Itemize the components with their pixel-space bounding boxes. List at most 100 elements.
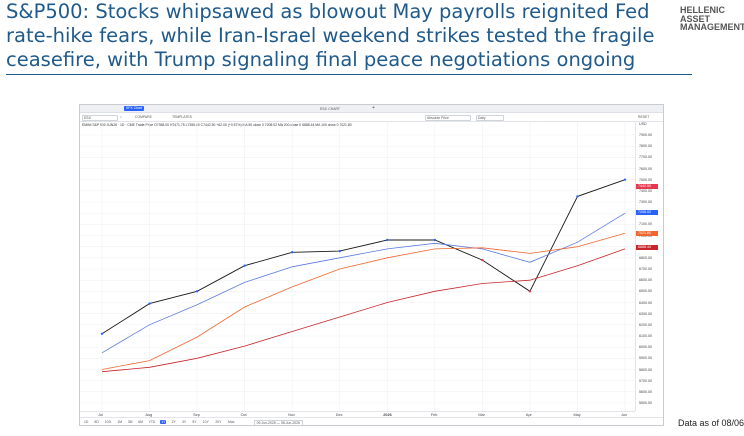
price-axis-tick: 6300.00 (639, 311, 652, 316)
price-axis-tick: 6600.00 (639, 278, 652, 283)
price-type-value: Absolute Price (427, 116, 449, 120)
currency-label: USD (639, 122, 647, 126)
interval-value: Daily (478, 116, 486, 120)
symbol-input[interactable]: ES1! (82, 115, 118, 121)
headline-rule (6, 74, 692, 75)
range-button-1d[interactable]: 1D (84, 420, 89, 424)
logo-line-2: ASSET (680, 13, 711, 24)
time-axis-tick: Feb (430, 413, 438, 417)
headline-line-3: ceasefire, with Trump signaling final pe… (6, 48, 636, 71)
price-axis-tick: 6800.00 (639, 255, 652, 260)
price-point (481, 258, 484, 262)
price-point (195, 290, 199, 293)
range-button-10y[interactable]: 10Y (202, 420, 209, 424)
range-button-10d[interactable]: 10D (104, 420, 112, 424)
price-point (433, 238, 437, 242)
series-line-ma-200-close-0 (101, 248, 626, 373)
time-axis-tick: Jun (621, 413, 628, 417)
range-button-5d[interactable]: 5D (94, 420, 99, 424)
time-axis-tick: Apr (525, 413, 532, 417)
templates-button[interactable]: TEMPLATES (172, 115, 192, 119)
logo-line-3: MANAGEMENT (680, 22, 744, 32)
time-axis-tick: Oct (240, 413, 247, 417)
tab-es1-chart[interactable]: ES1! CHART (320, 106, 340, 111)
time-axis-tick: Nov (288, 413, 295, 417)
price-point (243, 264, 246, 267)
price-axis-tick: 5600.00 (639, 389, 652, 394)
time-axis-tick: Aug (145, 413, 153, 417)
add-tab-button[interactable]: + (372, 105, 375, 111)
price-axis-tick: 7500.00 (639, 177, 652, 182)
time-axis[interactable]: Jul Aug Sep Oct Nov Dec 2026 Feb Mar Apr May Jun (80, 411, 635, 418)
price-point (386, 238, 389, 242)
price-axis-tick: 5900.00 (639, 356, 652, 361)
time-axis-tick: Sep (193, 413, 200, 417)
series-line-trade-price (101, 179, 626, 335)
price-point (148, 302, 151, 305)
price-tag: 6888.44 (636, 245, 658, 251)
tab-bar: SPX Chart ES1! CHART + (80, 105, 663, 113)
search-icon[interactable]: ⌕ (120, 115, 122, 119)
headline: S&P500: Stocks whipsawed as blowout May … (6, 0, 696, 72)
price-chart[interactable] (80, 121, 635, 411)
price-axis-tick: 7400.00 (639, 188, 652, 193)
time-axis-tick: 2026 (383, 413, 392, 417)
price-point (576, 195, 579, 198)
headline-line-2: rate-hike fears, while Iran-Israel weeke… (6, 24, 655, 47)
price-point (528, 290, 532, 293)
chart-legend: EMINI S&P 500 JUN26 · 1D · CME Trade Pri… (82, 123, 352, 127)
price-tag: 7442.50 (636, 183, 658, 189)
symbol-value: ES1! (84, 116, 92, 120)
price-axis-tick: 5500.00 (639, 401, 652, 405)
price-axis-tick: 6200.00 (639, 322, 652, 327)
time-axis-tick: May (573, 413, 581, 417)
range-button-6m[interactable]: 6M (138, 420, 143, 424)
time-axis-tick: Jul (98, 413, 103, 417)
range-button-5y[interactable]: 5Y (192, 420, 197, 424)
time-axis-tick: Dec (335, 413, 343, 417)
price-axis-tick: 7800.00 (639, 144, 652, 149)
date-range-field[interactable]: 09-Jun-2025 — 08-Jun-2026 (253, 420, 303, 425)
tab-spx-chart[interactable]: SPX Chart (124, 106, 145, 111)
price-point (290, 251, 294, 254)
compare-button[interactable]: COMPARE (135, 115, 152, 119)
range-button-3y[interactable]: 3Y (182, 420, 187, 424)
price-tag: 7021.80 (636, 230, 658, 236)
range-button-3m[interactable]: 3M (127, 420, 133, 424)
price-axis-tick: 7700.00 (639, 155, 652, 160)
price-axis-tick: 6500.00 (639, 289, 652, 294)
price-point (338, 249, 341, 253)
price-type-select[interactable]: Absolute Price (425, 115, 471, 121)
price-axis-tick: 6400.00 (639, 300, 652, 305)
price-tag: 7208.02 (636, 209, 658, 215)
price-axis-tick: 6100.00 (639, 334, 652, 338)
price-axis-tick: 7900.00 (639, 133, 652, 137)
range-button-max[interactable]: Max (228, 420, 235, 424)
range-button-1m[interactable]: 1M (117, 420, 123, 424)
range-button-1y[interactable]: 1Y (160, 420, 167, 424)
range-button-ytd[interactable]: YTD (148, 420, 156, 424)
price-axis-tick: 7100.00 (639, 222, 652, 227)
headline-line-1: S&P500: Stocks whipsawed as blowout May … (6, 0, 650, 23)
price-axis-tick: 6700.00 (639, 267, 652, 271)
series-line-ma-50-close-0 (101, 212, 626, 354)
price-point (100, 332, 104, 335)
series-line-ma-100-close-0 (101, 232, 626, 370)
tradingview-window: SPX Chart ES1! CHART + ES1! ⌕ COMPARE TE… (79, 104, 664, 426)
range-bar: 09-Jun-2025 — 08-Jun-2026 1D 5D 10D 1M 3M 6M Y… (80, 417, 663, 425)
logo-line-1: HELLENIC (680, 5, 725, 15)
price-axis[interactable]: USD 7900.00 7800.00 7700.00 7600.00 7500.00 7… (635, 121, 663, 411)
data-date-footnote: Data as of 08/06 (677, 418, 744, 428)
company-logo: HELLENIC ASSET MANAGEMENT (680, 5, 744, 32)
range-button-2y[interactable]: 2Y (171, 420, 176, 424)
price-axis-tick: 6000.00 (639, 345, 652, 350)
price-axis-tick: 5800.00 (639, 367, 652, 372)
range-button-20y[interactable]: 20Y (215, 420, 222, 424)
price-point (623, 178, 627, 181)
price-axis-tick: 7300.00 (639, 200, 652, 204)
interval-select[interactable]: Daily (476, 115, 504, 121)
time-axis-tick: Mar (478, 413, 485, 417)
price-axis-tick: 5700.00 (639, 378, 652, 383)
price-axis-tick: 7600.00 (639, 166, 652, 171)
reset-button[interactable]: RESET (638, 115, 650, 119)
